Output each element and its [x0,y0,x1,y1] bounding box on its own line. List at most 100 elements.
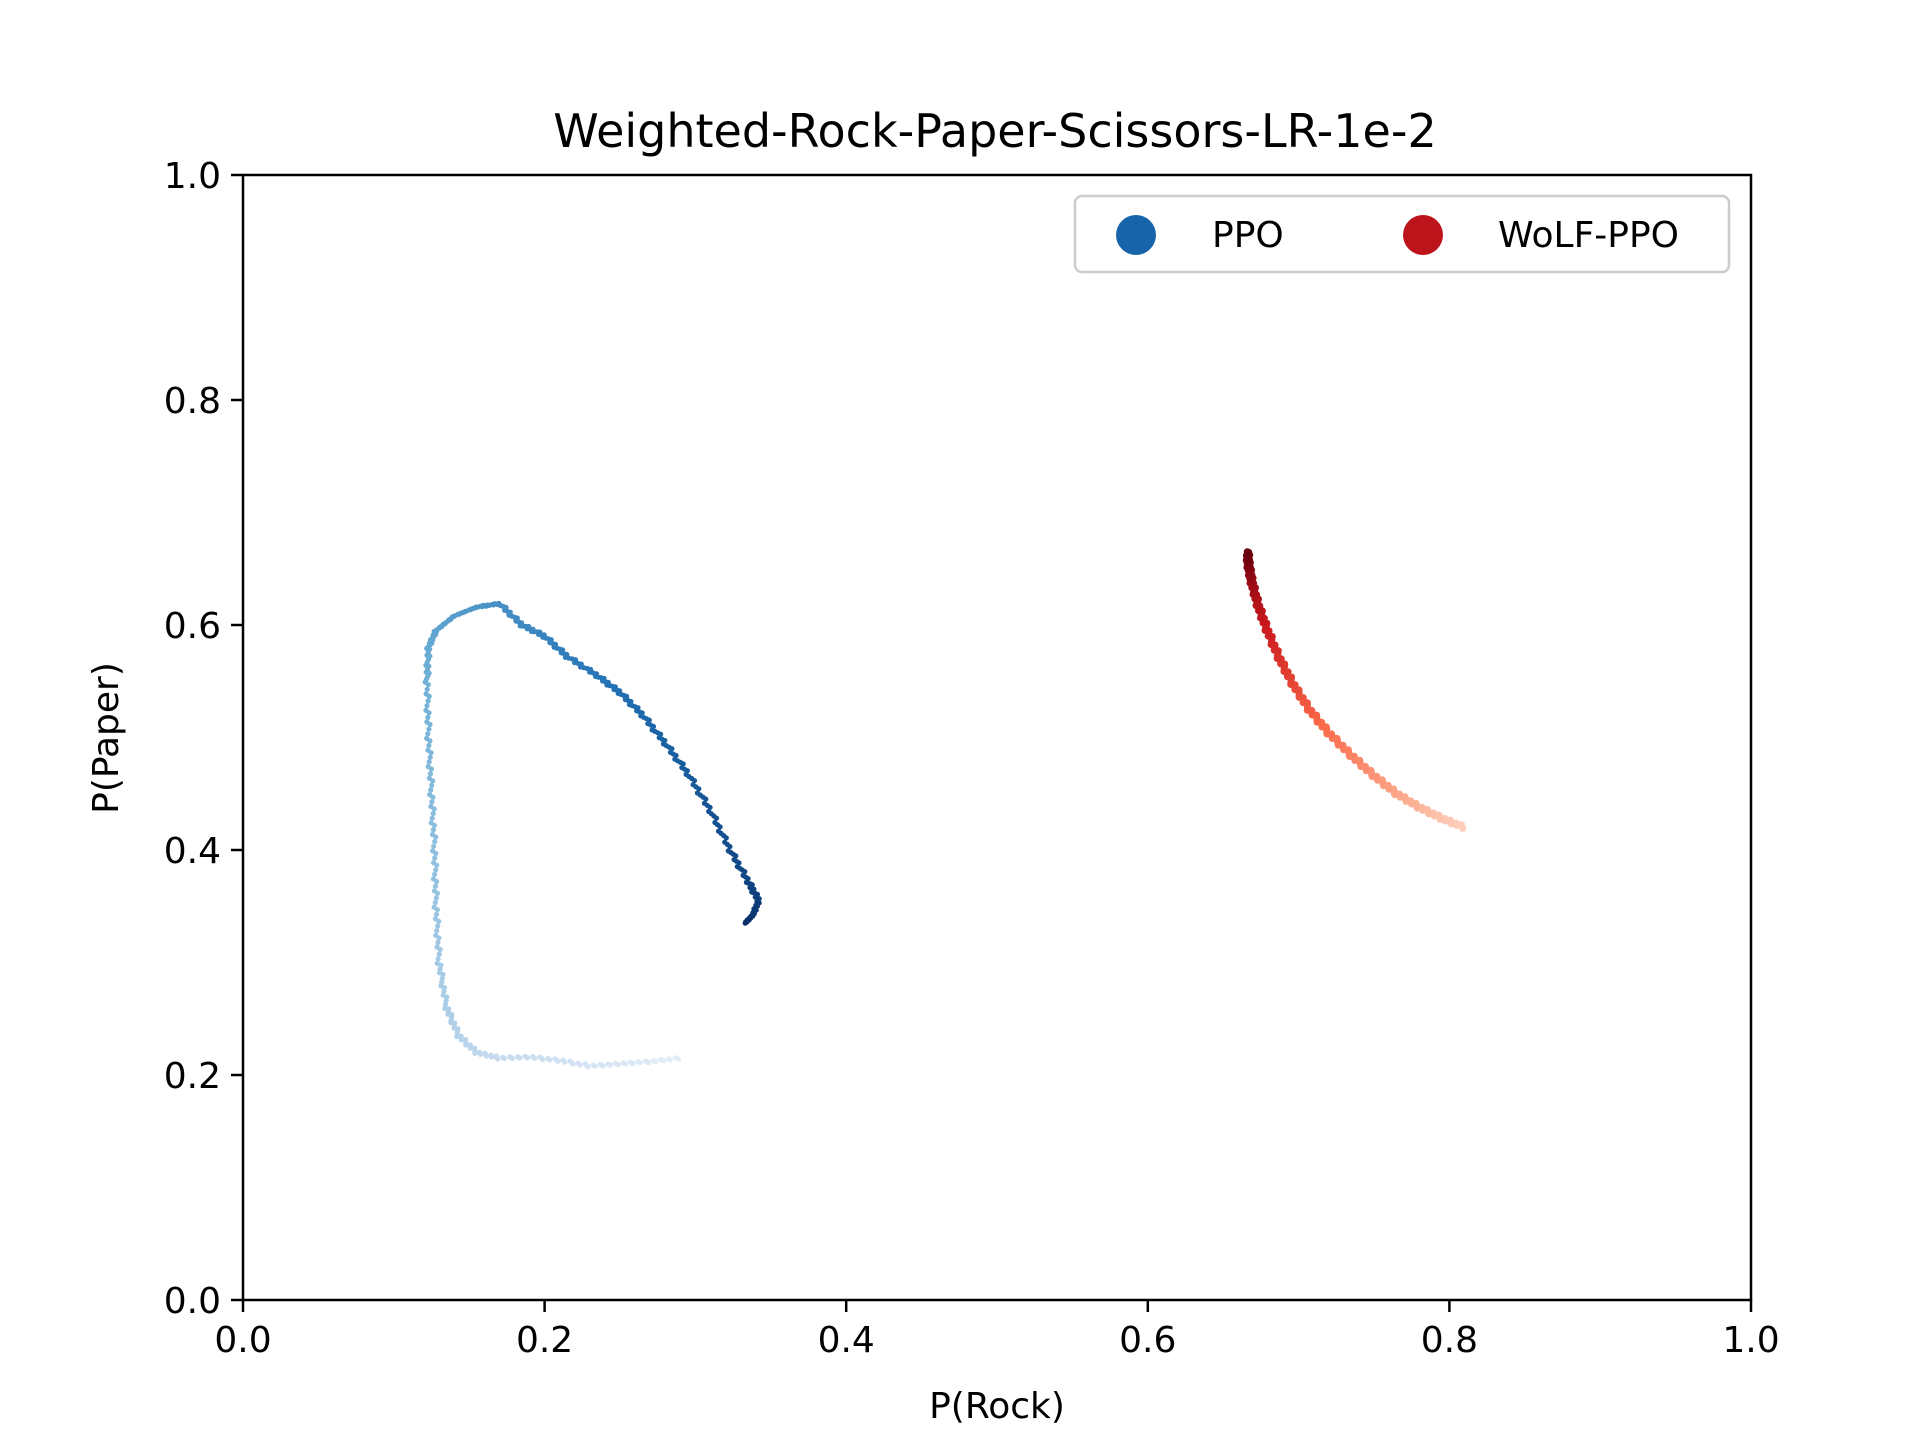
plot-area [422,548,1467,1070]
ppo-point [620,1060,627,1066]
ppo-point [435,939,441,946]
ppo-point [430,827,436,833]
ppo-point [432,871,438,878]
legend-label-ppo: PPO [1212,215,1284,256]
legend: PPO WoLF-PPO [1073,194,1731,274]
ppo-point [425,731,431,737]
ppo-point [424,703,430,709]
ppo-point [424,735,430,742]
ticks: 0.0 0.2 0.4 0.6 0.8 1.0 0.0 0.2 0.4 0.6 0.8 1.0 [164,156,1780,1361]
ppo-point [713,815,720,821]
ppo-point [425,763,431,770]
ppo-point [430,876,437,882]
wolf-ppo-point [1243,548,1251,556]
ppo-point [428,787,434,793]
ppo-point [515,1054,521,1060]
ppo-point [430,848,436,854]
ppo-point [627,1059,634,1065]
y-tick-label: 0.2 [164,1056,221,1097]
ppo-point [427,754,433,760]
ppo-point [488,1052,494,1058]
ppo-point [467,1042,473,1048]
ppo-point [545,1055,551,1061]
ppo-point [432,855,438,861]
ppo-point [500,1054,506,1060]
x-tick-label: 0.2 [516,1320,573,1361]
y-tick-label: 0.4 [164,831,221,872]
y-tick-label: 1.0 [164,156,221,197]
ppo-point [522,1053,528,1059]
ppo-point [427,792,433,798]
ppo-point [432,899,438,906]
ppo-point [427,771,433,777]
ppo-point [428,803,434,810]
ppo-point [435,923,441,929]
ppo-point [696,786,702,792]
ppo-point [426,759,432,765]
ppo-point [429,782,435,789]
legend-marker-wolf-ppo [1403,215,1443,255]
ppo-point [429,831,436,838]
x-tick-label: 1.0 [1722,1320,1779,1361]
ppo-point [658,1057,664,1063]
ppo-point [426,742,432,749]
ppo-point [431,860,437,866]
ppo-point [432,916,439,922]
ppo-point [431,843,437,849]
ppo-point [597,1061,603,1068]
ppo-point [431,904,437,910]
ppo-point [425,714,431,721]
ppo-point [575,1060,581,1066]
legend-label-wolf-ppo: WoLF-PPO [1498,215,1679,256]
ppo-point [458,1033,464,1039]
ppo-point [590,1062,596,1068]
ppo-point [482,1050,488,1056]
ppo-point [449,1012,455,1018]
ppo-point [552,1056,558,1062]
ppo-point [429,815,435,821]
x-tick-label: 0.6 [1119,1320,1176,1361]
ppo-point [433,867,439,873]
x-axis-label: P(Rock) [929,1386,1065,1427]
ppo-point [433,895,439,901]
x-tick-label: 0.0 [214,1320,271,1361]
ppo-point [463,1036,469,1043]
ppo-point [472,1045,478,1051]
y-tick-label: 0.6 [164,606,221,647]
ppo-point [703,796,709,802]
ppo-point [430,810,436,817]
ppo-point [428,820,434,826]
ppo-point [446,1006,452,1012]
ppo-point [567,1058,573,1064]
ppo-point [431,888,437,894]
ppo-point [507,1054,513,1060]
legend-frame [1073,194,1731,274]
ppo-point [477,1049,483,1055]
ppo-point [605,1061,611,1067]
ppo-point [727,844,733,850]
ppo-point [582,1061,588,1067]
ppo-point [707,804,713,811]
ppo-point [424,686,430,692]
ppo-point [666,1056,672,1062]
ppo-point [433,932,439,938]
ppo-point [434,944,440,950]
ppo-point [493,1053,499,1059]
ppo-point [742,920,748,926]
ppo-point [425,747,431,753]
y-tick-label: 0.0 [164,1281,221,1322]
ppo-point [423,691,429,697]
ppo-point [452,1020,458,1026]
axes-frame [241,173,1753,1302]
ppo-point [612,1060,618,1066]
ppo-point [432,883,439,889]
ppo-point [429,799,435,805]
ppo-point [432,839,438,845]
ppo-point [425,698,431,704]
ppo-point [650,1058,657,1064]
ppo-point [673,1055,679,1061]
ppo-point [435,956,441,962]
y-tick-label: 0.8 [164,381,221,422]
ppo-point [723,835,729,841]
